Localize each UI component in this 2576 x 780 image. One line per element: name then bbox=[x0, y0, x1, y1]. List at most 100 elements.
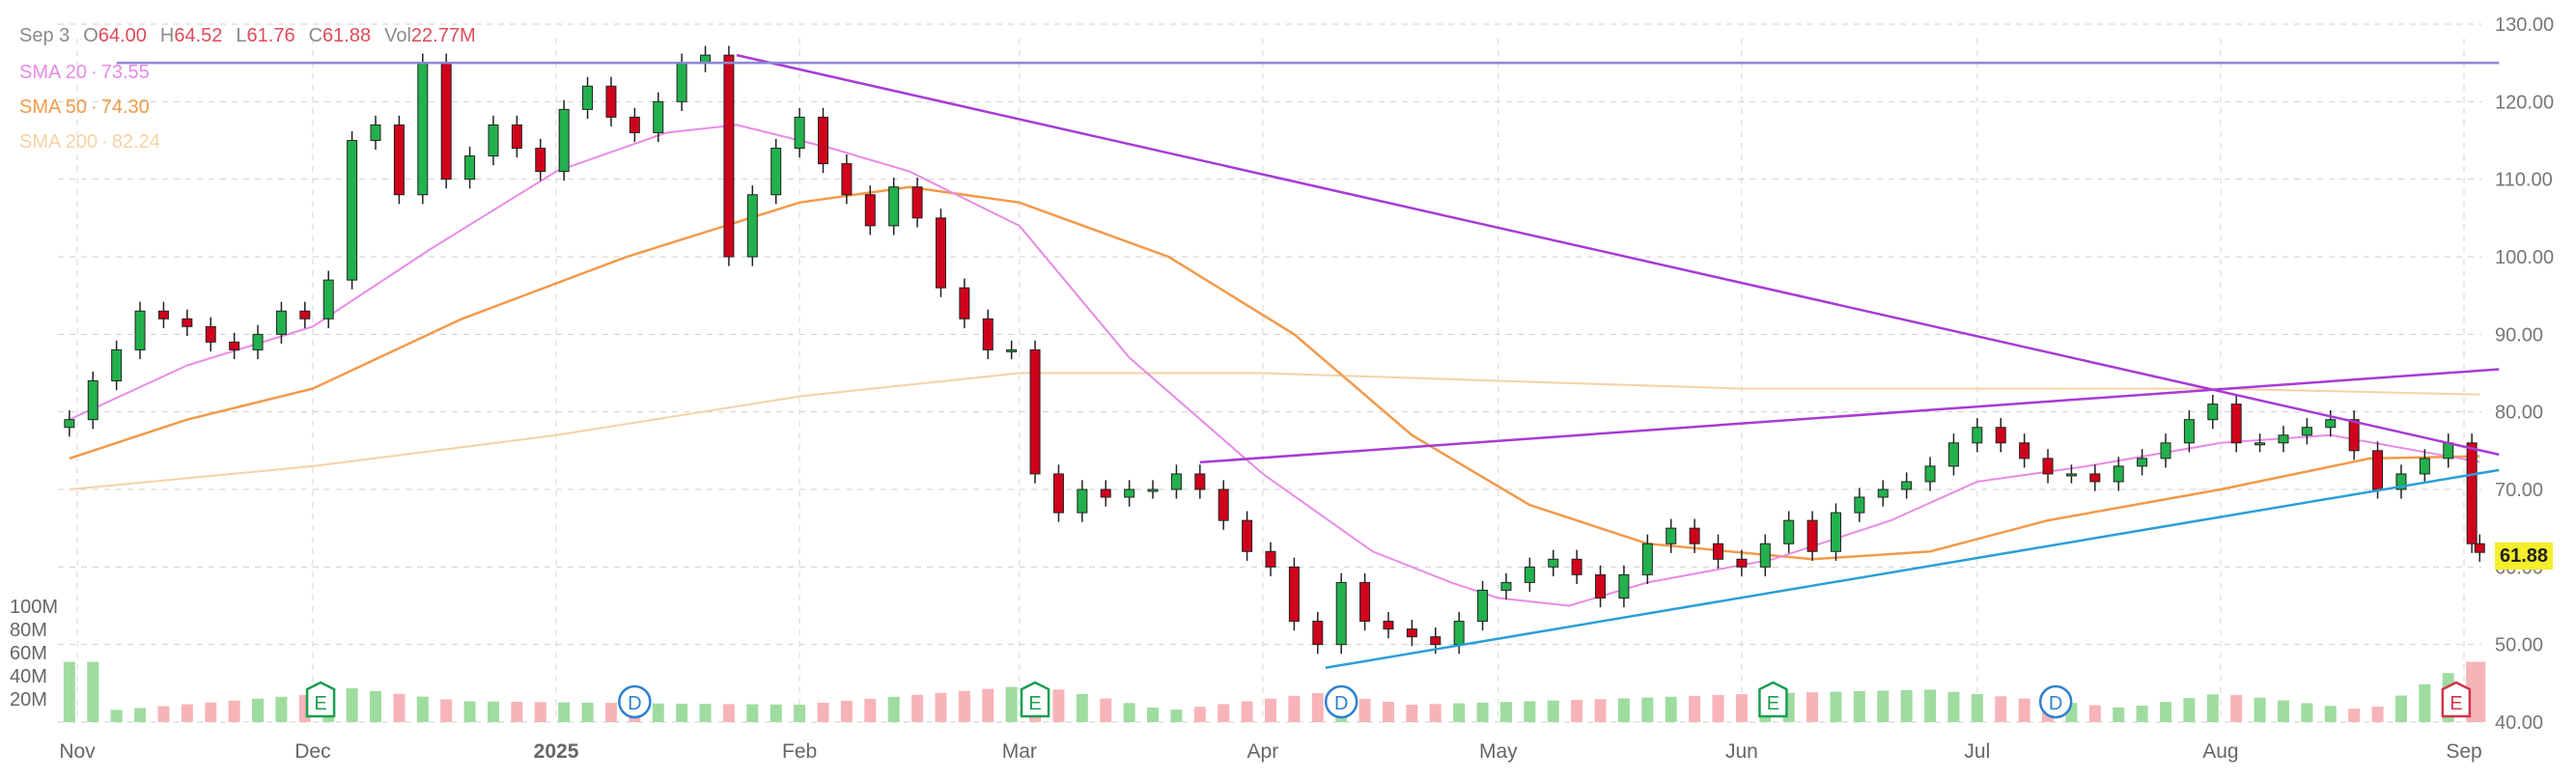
volume-bar bbox=[2088, 705, 2101, 722]
candle-body bbox=[1052, 473, 1064, 514]
volume-tick-label: 20M bbox=[10, 689, 47, 710]
candle-body bbox=[1265, 550, 1276, 568]
volume-bar bbox=[2136, 706, 2148, 722]
volume-bar bbox=[2474, 661, 2486, 722]
earnings-marker[interactable] bbox=[1758, 681, 1788, 718]
candle-body bbox=[1077, 488, 1088, 514]
candle-body bbox=[1689, 527, 1700, 544]
candle-body bbox=[275, 310, 287, 335]
candle-body bbox=[1666, 527, 1677, 544]
dividend-marker[interactable] bbox=[618, 684, 652, 719]
price-tick-label: 70.00 bbox=[2495, 480, 2543, 501]
volume-bar bbox=[181, 704, 193, 722]
candle-body bbox=[347, 140, 358, 281]
earnings-marker[interactable] bbox=[2441, 681, 2472, 718]
time-tick-label: Sep bbox=[2446, 740, 2481, 763]
candle-body bbox=[1147, 488, 1159, 492]
volume-bar bbox=[1476, 702, 1489, 722]
event-marker-label: D bbox=[2049, 693, 2062, 714]
candle-body bbox=[1713, 543, 1723, 560]
volume-bar bbox=[911, 694, 924, 722]
candle-body bbox=[2254, 442, 2266, 446]
volume-bar bbox=[982, 688, 994, 722]
candle-body bbox=[1430, 636, 1442, 646]
sma200-legend[interactable]: SMA 200 · 82.24 bbox=[19, 131, 160, 153]
axes: 40.0050.0060.0070.0080.0090.00100.00110.… bbox=[10, 14, 2554, 763]
volume-bars bbox=[63, 661, 2486, 722]
volume-bar bbox=[1877, 690, 1890, 722]
candle-body bbox=[488, 124, 499, 157]
sma200-line bbox=[69, 372, 2480, 490]
earnings-marker[interactable] bbox=[305, 681, 336, 718]
time-tick-label: Dec bbox=[294, 740, 330, 763]
candle-body bbox=[2065, 473, 2077, 477]
candle-body bbox=[770, 148, 782, 196]
volume-bar bbox=[1712, 695, 1724, 722]
dividend-marker[interactable] bbox=[1324, 684, 1358, 719]
low-field: L61.76 bbox=[236, 25, 295, 46]
volume-bar bbox=[1052, 689, 1065, 722]
candle-body bbox=[1736, 558, 1748, 568]
dividend-marker[interactable] bbox=[2038, 684, 2073, 719]
candle-body bbox=[464, 155, 476, 181]
volume-bar bbox=[1429, 704, 1442, 722]
candle-body bbox=[2230, 404, 2242, 444]
sma50-legend[interactable]: SMA 50 · 74.30 bbox=[19, 97, 150, 118]
volume-tick-label: 40M bbox=[10, 666, 47, 687]
volume-bar bbox=[699, 704, 712, 722]
volume-bar bbox=[1218, 704, 1230, 722]
time-tick-label: May bbox=[1479, 740, 1518, 763]
price-tick-label: 120.00 bbox=[2495, 92, 2554, 113]
candle-body bbox=[2183, 419, 2195, 444]
time-tick-label: Aug bbox=[2202, 740, 2238, 763]
candle-body bbox=[535, 148, 546, 173]
volume-bar bbox=[87, 661, 99, 722]
candle-body bbox=[2419, 458, 2430, 475]
volume-bar bbox=[770, 704, 782, 722]
candle-body bbox=[1242, 519, 1253, 552]
volume-bar bbox=[2254, 697, 2266, 722]
grid-lines bbox=[58, 23, 2481, 723]
event-marker-label: E bbox=[1767, 693, 1779, 714]
candle-body bbox=[1759, 543, 1771, 568]
earnings-marker[interactable] bbox=[1020, 681, 1050, 718]
price-tick-label: 80.00 bbox=[2495, 403, 2543, 424]
candle-body bbox=[1947, 442, 1959, 467]
volume-tick-label: 60M bbox=[10, 643, 47, 664]
candle-body bbox=[134, 310, 146, 350]
candle-body bbox=[2395, 473, 2407, 490]
time-tick-label: Jul bbox=[1964, 740, 1990, 763]
candle-body bbox=[1383, 621, 1394, 630]
candle-body bbox=[1524, 566, 1535, 583]
candle-body bbox=[1100, 488, 1111, 498]
event-marker-label: E bbox=[314, 693, 326, 714]
volume-bar bbox=[1499, 702, 1512, 722]
sma20-legend[interactable]: SMA 20 · 73.55 bbox=[19, 62, 150, 83]
candle-body bbox=[558, 108, 570, 173]
volume-bar bbox=[416, 696, 429, 722]
volume-bar bbox=[1100, 698, 1112, 722]
candle-body bbox=[1477, 589, 1489, 623]
candle-body bbox=[2113, 465, 2124, 483]
volume-bar bbox=[157, 706, 170, 722]
trendline-upper-channel[interactable] bbox=[1199, 368, 2500, 464]
candle-body bbox=[1571, 558, 1582, 575]
trendline-resistance[interactable] bbox=[736, 53, 2500, 457]
volume-bar bbox=[2230, 694, 2243, 722]
trendlines[interactable] bbox=[116, 53, 2500, 669]
volume-bar bbox=[1547, 700, 1559, 722]
trendline-support[interactable] bbox=[1325, 468, 2500, 669]
volume-bar bbox=[604, 703, 617, 722]
candle-body bbox=[888, 186, 900, 227]
volume-bar bbox=[252, 698, 265, 722]
candle-body bbox=[2466, 442, 2478, 544]
candle-body bbox=[182, 318, 193, 327]
candle-body bbox=[1124, 488, 1135, 498]
candle-body bbox=[2474, 543, 2485, 553]
candle-body bbox=[2325, 419, 2337, 429]
volume-bar bbox=[1735, 694, 1748, 722]
volume-bar bbox=[2324, 706, 2337, 722]
volume-bar bbox=[817, 702, 829, 722]
